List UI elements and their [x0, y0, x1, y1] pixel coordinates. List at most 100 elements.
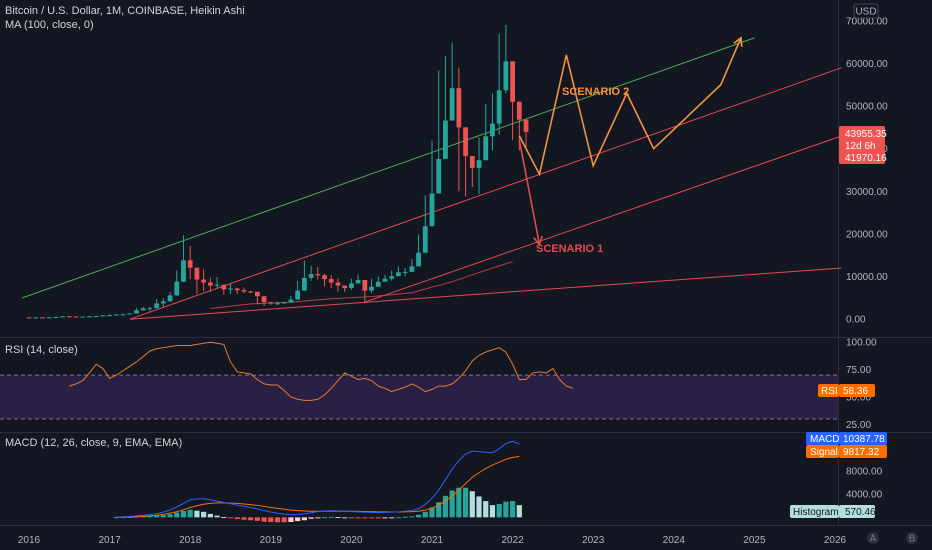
macd-histogram-bar — [227, 517, 234, 519]
candle-body — [214, 284, 220, 286]
macd-line — [116, 440, 520, 518]
candle-body — [523, 119, 529, 132]
macd-histogram-bar — [140, 516, 146, 518]
candle-body — [516, 101, 522, 120]
candle-body — [416, 252, 421, 267]
time-tick-label: 2017 — [98, 535, 121, 546]
currency-label: USD — [855, 7, 876, 18]
currency-button[interactable]: USD — [853, 3, 879, 19]
bottom-button-b[interactable]: B — [906, 532, 918, 545]
macd-histogram-bar — [328, 516, 334, 518]
macd-histogram-bar — [234, 517, 240, 520]
scenario-2-label[interactable]: SCENARIO 2 — [562, 86, 629, 98]
trend-line-green[interactable] — [22, 37, 755, 299]
macd-histogram-bar — [395, 517, 402, 519]
candle-body — [476, 160, 482, 168]
macd-histogram-bar — [147, 516, 153, 518]
macd-histogram-bar — [281, 517, 287, 523]
macd-histogram-bar — [456, 487, 462, 518]
candle-body — [315, 274, 321, 276]
macd-histogram-bar — [409, 516, 415, 518]
candle-body — [134, 310, 139, 314]
price-tick-label: 10000.00 — [846, 272, 888, 283]
macd-histogram-bar — [342, 517, 348, 519]
candle-body — [174, 281, 180, 296]
histogram-value-tag: Histogram 570.46 — [790, 505, 876, 518]
trend-line-red-upper[interactable] — [129, 67, 842, 320]
candle-body — [429, 193, 435, 227]
trend-lines[interactable] — [22, 37, 842, 320]
candle-body — [187, 260, 193, 268]
macd-histogram-bar — [274, 517, 281, 523]
scenario-1-arrowhead[interactable] — [533, 235, 543, 247]
candle-body — [120, 314, 126, 316]
trend-line-red-lower[interactable] — [129, 267, 842, 320]
macd-histogram-bar — [389, 517, 395, 519]
candle-body — [60, 316, 65, 318]
macd-histogram-bar — [295, 517, 301, 522]
candle-body — [510, 61, 515, 102]
scenario-1-arrow[interactable] — [518, 140, 541, 245]
macd-histogram-bar — [248, 517, 254, 521]
trend-line-red-middle[interactable] — [364, 135, 842, 303]
macd-histogram-bar — [113, 517, 119, 519]
time-tick-label: 2019 — [260, 535, 283, 546]
candle-body — [73, 316, 79, 318]
rsi-legend[interactable]: RSI (14, close) — [5, 344, 78, 356]
price-tick-label: 30000.00 — [846, 187, 888, 198]
candle-body — [281, 302, 287, 304]
symbol-title[interactable]: Bitcoin / U.S. Dollar, 1M, COINBASE, Hei… — [5, 5, 245, 17]
candle-body — [490, 123, 495, 137]
time-tick-label: 2018 — [179, 535, 202, 546]
time-tick-label: 2024 — [663, 535, 686, 546]
macd-legend[interactable]: MACD (12, 26, close, 9, EMA, EMA) — [5, 437, 182, 449]
candle-body — [369, 286, 374, 291]
candle-body — [113, 314, 119, 316]
candle-body — [241, 290, 247, 292]
candle-body — [93, 316, 99, 318]
bottom-button-a[interactable]: A — [867, 532, 879, 545]
macd-histogram-bar — [442, 495, 449, 518]
candle-body — [221, 284, 227, 290]
rsi-tick-label: 100.00 — [846, 338, 877, 349]
macd-histogram-bar — [516, 505, 522, 518]
scenario-1-label[interactable]: SCENARIO 1 — [536, 243, 603, 255]
rsi-tag-value: 58.36 — [843, 386, 868, 397]
macd-histogram-bar — [503, 501, 509, 518]
macd-histogram-bar — [321, 517, 328, 519]
macd-histogram-bar — [254, 517, 260, 521]
price-tick-label: 0.00 — [846, 315, 866, 326]
candle-body — [53, 316, 59, 318]
scenario-drawings[interactable] — [518, 36, 743, 247]
signal-tag-value: 9817.32 — [843, 447, 880, 458]
candle-body — [449, 88, 455, 121]
candle-body — [147, 308, 153, 310]
macd-histogram-bar — [449, 490, 455, 518]
candles — [26, 25, 529, 319]
macd-histogram-bar — [187, 509, 193, 518]
macd-histogram-bar — [415, 514, 422, 518]
macd-histogram-bar — [268, 517, 274, 522]
signal-value-tag: Signal 9817.32 — [806, 445, 887, 458]
macd-histogram-bar — [221, 517, 227, 519]
macd-histogram-bar — [483, 501, 489, 518]
candle-body — [375, 281, 381, 287]
macd-series — [113, 440, 522, 523]
scenario-2-path[interactable] — [518, 37, 742, 177]
candle-body — [389, 276, 395, 279]
candle-body — [295, 290, 301, 300]
ma-legend[interactable]: MA (100, close, 0) — [5, 19, 94, 31]
macd-histogram-bar — [207, 513, 213, 518]
candle-body — [181, 260, 186, 282]
candle-body — [422, 226, 428, 253]
macd-histogram-bar — [429, 507, 435, 518]
macd-histogram-bar — [382, 517, 388, 519]
candle-body — [469, 155, 475, 168]
scenario-2-arrowhead[interactable] — [733, 36, 743, 47]
candle-body — [301, 277, 307, 291]
macd-value-tag: MACD 10387.78 — [806, 432, 887, 445]
candle-body — [396, 272, 401, 277]
candle-body — [382, 278, 388, 282]
macd-histogram-bar — [154, 515, 160, 518]
candle-body — [160, 301, 166, 304]
